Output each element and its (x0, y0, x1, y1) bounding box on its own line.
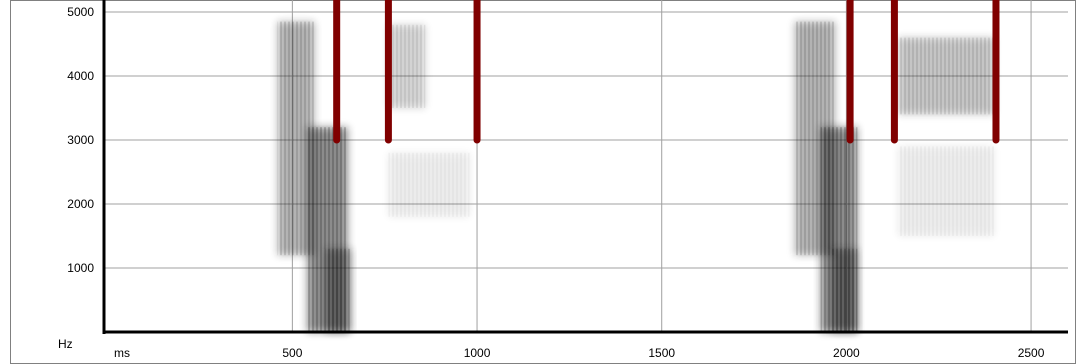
y-tick-label: 1000 (67, 261, 94, 275)
x-tick-label: 500 (282, 346, 302, 360)
energy-streaks (388, 153, 469, 217)
x-tick-label: 1500 (648, 346, 675, 360)
x-tick-label: 2000 (833, 346, 860, 360)
energy-streaks (326, 249, 352, 332)
y-tick-label: 3000 (67, 133, 94, 147)
y-tick-label: 4000 (67, 69, 94, 83)
x-unit-label: ms (114, 346, 130, 360)
y-tick-label: 5000 (67, 5, 94, 19)
x-tick-label: 2500 (1018, 346, 1045, 360)
energy-streaks (898, 38, 994, 115)
energy-streaks (832, 249, 858, 332)
formant-markers (337, 0, 996, 140)
energy-streaks (388, 25, 425, 108)
y-unit-label: Hz (58, 337, 73, 351)
x-tick-label: 1000 (464, 346, 491, 360)
y-tick-label: 2000 (67, 197, 94, 211)
energy-streaks (898, 146, 994, 236)
